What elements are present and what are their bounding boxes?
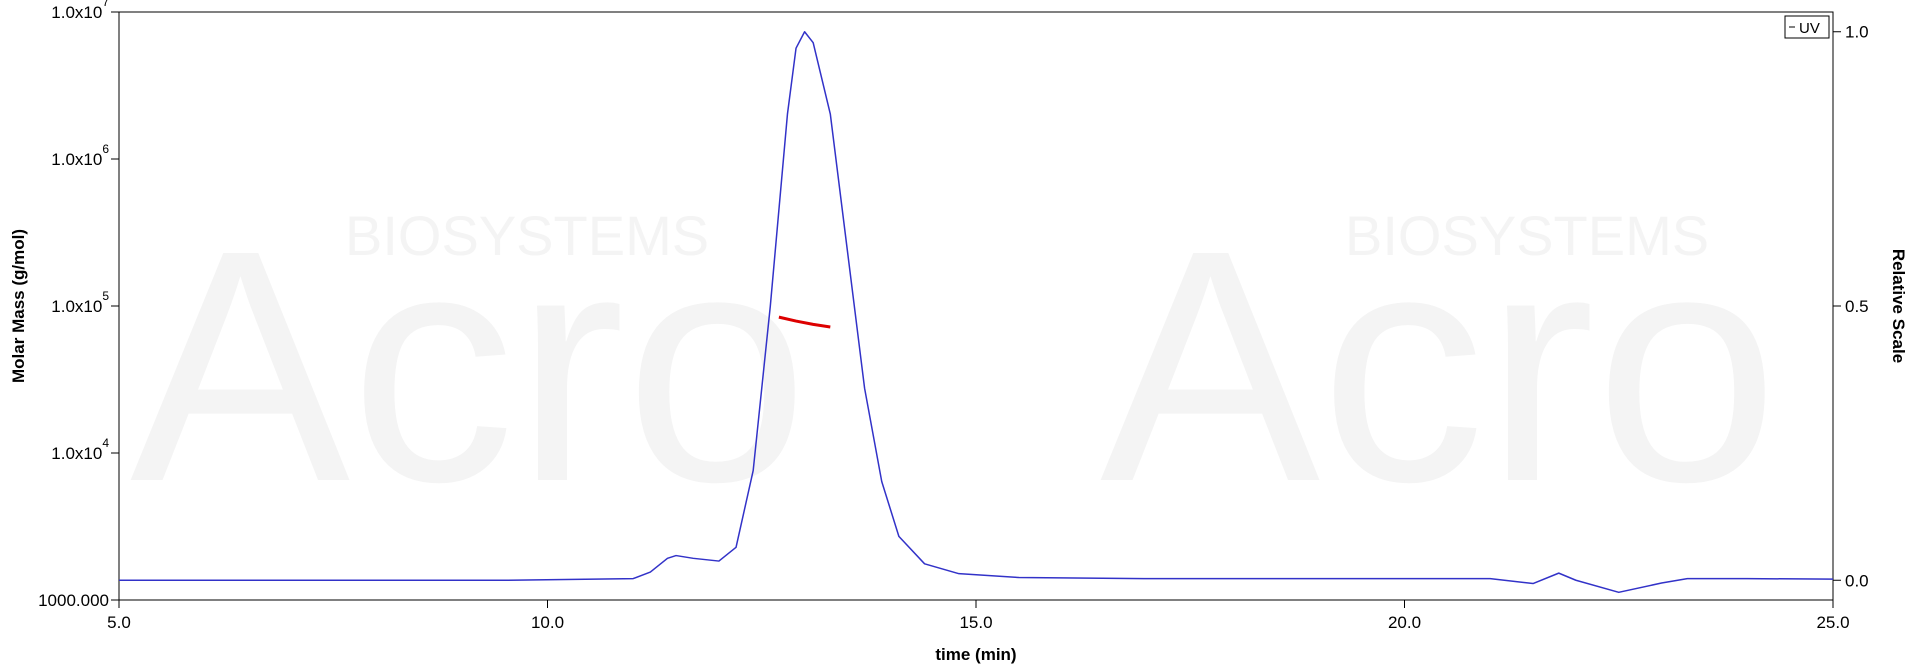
x-axis-title: time (min) bbox=[935, 645, 1016, 664]
y-tick-label-base: 1.0x10 bbox=[51, 444, 102, 463]
y-tick-label: 1.0x107 bbox=[51, 0, 109, 22]
legend-label: UV bbox=[1799, 20, 1820, 37]
watermark: Acro bbox=[1100, 181, 1779, 550]
x-tick-label: 20.0 bbox=[1388, 613, 1421, 632]
y-tick-label-exponent: 4 bbox=[102, 436, 109, 450]
watermark: BIOSYSTEMS bbox=[345, 204, 709, 267]
y-tick-label-exponent: 6 bbox=[102, 142, 109, 156]
x-tick-label: 15.0 bbox=[959, 613, 992, 632]
y-tick-label-base: 1.0x10 bbox=[51, 3, 102, 22]
watermark: BIOSYSTEMS bbox=[1345, 204, 1709, 267]
y-tick-label-exponent: 5 bbox=[102, 289, 109, 303]
x-tick-label: 25.0 bbox=[1816, 613, 1849, 632]
y-tick-label: 1000.000 bbox=[38, 591, 109, 610]
y-axis-title: Molar Mass (g/mol) bbox=[9, 229, 28, 383]
legend-box bbox=[1784, 15, 1830, 39]
y-tick-label: 1.0x105 bbox=[51, 289, 109, 316]
y2-tick-label: 1.0 bbox=[1845, 23, 1869, 42]
y-tick-label-base: 1.0x10 bbox=[51, 297, 102, 316]
y-tick-label-base: 1000.000 bbox=[38, 591, 109, 610]
series-line bbox=[119, 31, 1834, 594]
series-line bbox=[778, 315, 831, 329]
x-tick-label: 5.0 bbox=[107, 613, 131, 632]
y-tick-label: 1.0x106 bbox=[51, 142, 109, 169]
y-tick-label-exponent: 7 bbox=[102, 0, 109, 9]
y-tick-label: 1.0x104 bbox=[51, 436, 109, 463]
x-tick-label: 10.0 bbox=[531, 613, 564, 632]
y2-tick-label: 0.0 bbox=[1845, 571, 1869, 590]
y2-axis-title: Relative Scale bbox=[1889, 249, 1908, 363]
watermark: Acro bbox=[130, 181, 809, 550]
legend-entry: UV bbox=[1784, 15, 1830, 39]
y-tick-label-base: 1.0x10 bbox=[51, 150, 102, 169]
y2-tick-label: 0.5 bbox=[1845, 297, 1869, 316]
